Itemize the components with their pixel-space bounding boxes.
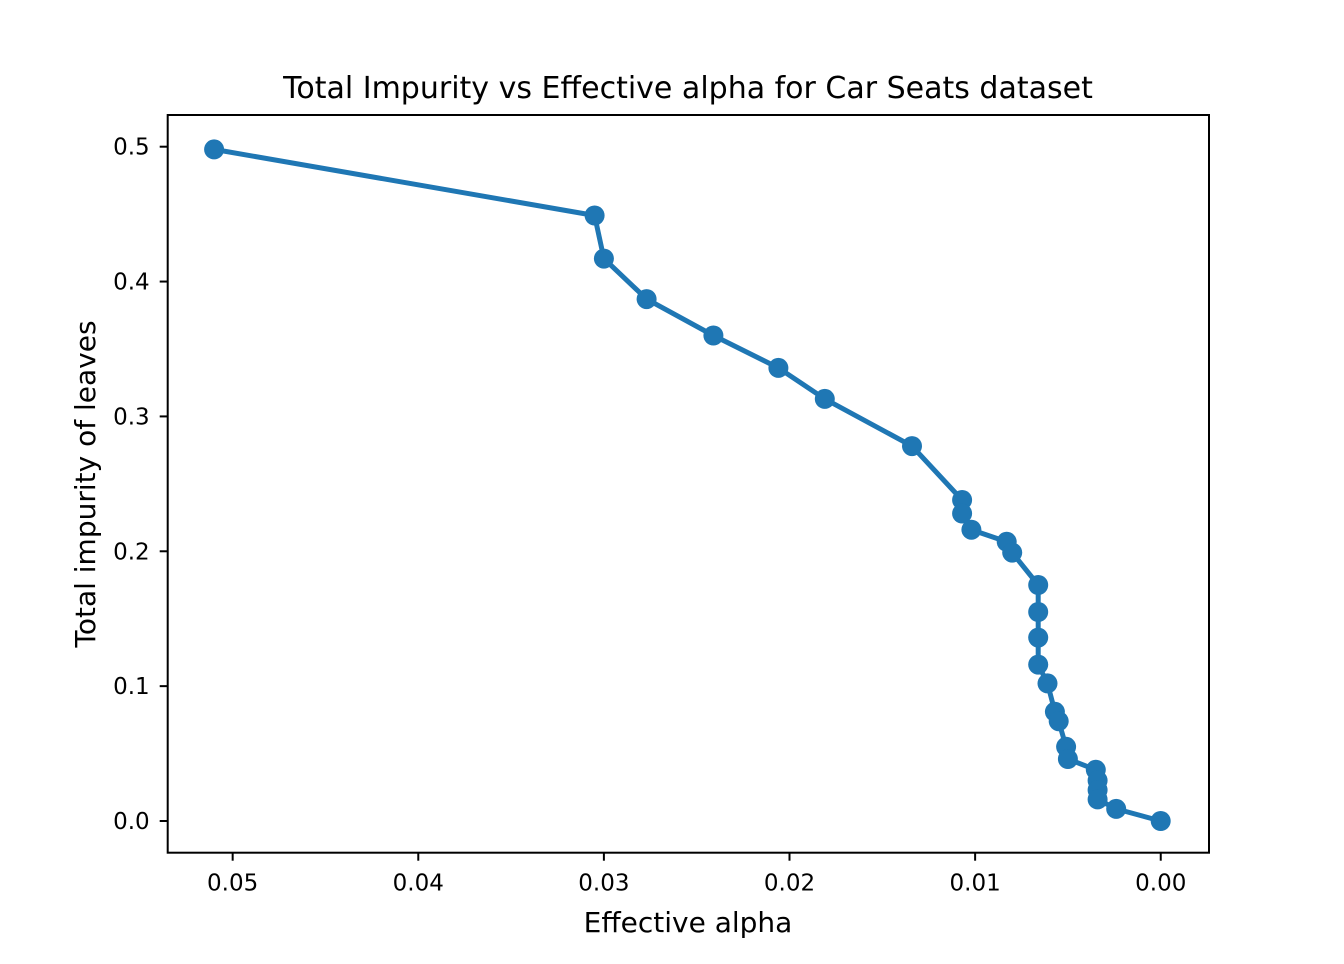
data-point bbox=[1002, 542, 1023, 563]
data-point bbox=[204, 139, 225, 160]
y-tick-label: 0.0 bbox=[113, 809, 150, 835]
data-point bbox=[1087, 789, 1108, 810]
x-tick-label: 0.00 bbox=[1135, 871, 1186, 897]
y-tick-label: 0.3 bbox=[113, 404, 150, 430]
data-point bbox=[1028, 575, 1049, 595]
data-point bbox=[1048, 711, 1069, 732]
data-point bbox=[1028, 627, 1049, 648]
data-point bbox=[1150, 811, 1171, 831]
data-point bbox=[952, 503, 973, 524]
x-axis-ticks: 0.05 0.04 0.03 0.02 0.01 0.00 bbox=[207, 852, 1186, 897]
data-point bbox=[636, 289, 657, 310]
y-tick-label: 0.2 bbox=[113, 539, 150, 565]
data-point bbox=[1106, 798, 1127, 819]
x-axis-label: Effective alpha bbox=[584, 906, 793, 939]
data-point bbox=[1037, 673, 1058, 694]
data-point bbox=[768, 357, 789, 378]
series-line bbox=[213, 146, 1162, 824]
data-point bbox=[1057, 749, 1078, 769]
axes-frame bbox=[166, 114, 1211, 854]
x-tick-label: 0.04 bbox=[393, 871, 444, 897]
y-tick-label: 0.5 bbox=[113, 135, 150, 161]
y-axis-label: Total impurity of leaves bbox=[69, 320, 102, 648]
y-tick-label: 0.4 bbox=[113, 270, 150, 296]
x-tick-label: 0.03 bbox=[578, 871, 629, 897]
x-tick-label: 0.05 bbox=[207, 871, 258, 897]
x-tick-label: 0.02 bbox=[764, 871, 815, 897]
data-point bbox=[1028, 602, 1049, 622]
data-point bbox=[902, 436, 922, 457]
y-tick-label: 0.1 bbox=[113, 674, 150, 700]
data-series bbox=[204, 139, 1171, 831]
chart-title: Total Impurity vs Effective alpha for Ca… bbox=[282, 71, 1093, 106]
data-point bbox=[593, 248, 614, 269]
x-tick-label: 0.01 bbox=[950, 871, 1001, 897]
data-point bbox=[1028, 654, 1049, 675]
data-point bbox=[961, 519, 982, 540]
data-point bbox=[814, 388, 835, 409]
data-point bbox=[584, 205, 605, 226]
y-axis-ticks: 0.0 0.1 0.2 0.3 0.4 0.5 bbox=[113, 135, 168, 835]
data-point bbox=[703, 325, 724, 346]
